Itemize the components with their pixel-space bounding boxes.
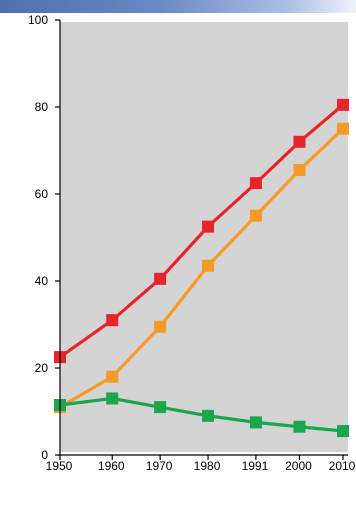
data-point-marker: [337, 425, 349, 438]
y-tick-label: 40: [35, 274, 49, 288]
data-point-marker: [106, 314, 119, 327]
data-point-marker: [106, 370, 119, 383]
x-tick-label: 1970: [146, 459, 173, 473]
title-band: [0, 0, 356, 13]
y-axis-ticks: 0 20 40 60 80 100: [28, 13, 60, 462]
y-tick-label: 100: [28, 13, 48, 27]
data-point-marker: [337, 98, 349, 111]
x-tick-label: 1991: [242, 459, 269, 473]
data-point-marker: [202, 259, 215, 272]
data-point-marker: [293, 164, 306, 177]
data-point-marker: [154, 401, 167, 414]
x-tick-label: 1960: [98, 459, 125, 473]
data-point-marker: [202, 409, 215, 422]
x-tick-label: 2010: [329, 459, 356, 473]
data-point-marker: [337, 122, 349, 135]
y-tick-label: 80: [35, 100, 49, 114]
data-point-marker: [249, 416, 262, 429]
x-axis-ticks: 1950 1960 1970 1980 1991 2000 2010: [46, 455, 356, 473]
y-tick-label: 0: [41, 448, 48, 462]
y-tick-label: 20: [35, 361, 49, 375]
data-point-marker: [154, 320, 167, 333]
series-markers: [54, 98, 349, 438]
data-point-marker: [202, 220, 215, 233]
data-point-marker: [293, 420, 306, 433]
data-point-marker: [154, 272, 167, 285]
plot-area: [60, 22, 348, 452]
data-point-marker: [249, 209, 262, 222]
y-tick-label: 60: [35, 187, 49, 201]
x-tick-label: 2000: [285, 459, 312, 473]
x-tick-label: 1950: [46, 459, 73, 473]
data-point-marker: [249, 177, 262, 190]
data-point-marker: [106, 392, 119, 405]
data-point-marker: [293, 135, 306, 148]
x-tick-label: 1980: [194, 459, 221, 473]
